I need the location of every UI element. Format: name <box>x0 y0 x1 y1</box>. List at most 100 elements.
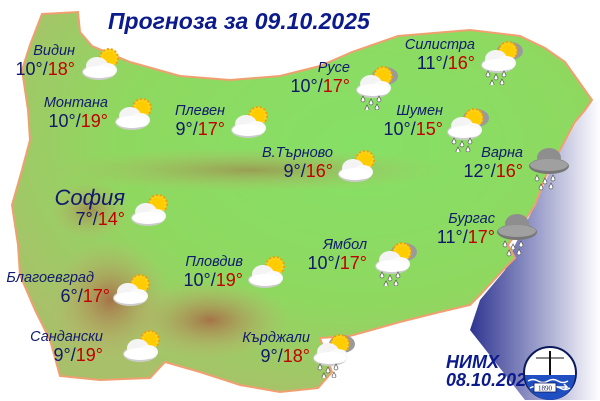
city-name: Плевен <box>174 103 225 119</box>
city-burgas: Бургас 11°/17° <box>437 212 495 246</box>
city-temps: 10°/18° <box>15 58 75 79</box>
cloud-icon <box>131 203 166 226</box>
max-temp: 19° <box>215 269 243 290</box>
partly-cloudy-rain-icon <box>476 37 524 87</box>
vitosha <box>50 180 130 240</box>
city-temps: 10°/19° <box>48 110 108 131</box>
city-ruse: Русе 10°/17° <box>291 61 350 95</box>
partly-cloudy-icon <box>118 326 166 372</box>
city-name: Варна <box>481 145 523 161</box>
city-name: Кърджали <box>242 330 310 346</box>
min-temp: 9° <box>283 160 301 181</box>
partly-cloudy-icon <box>243 252 291 298</box>
city-name: Монтана <box>43 95 108 111</box>
max-temp: 19° <box>80 110 108 131</box>
min-temp: 11° <box>416 52 443 73</box>
city-veliko-tarnovo: В.Търново 9°/16° <box>262 146 333 180</box>
max-temp: 18° <box>282 345 310 366</box>
city-temps: 11°/16° <box>416 52 475 73</box>
cloud-icon <box>497 214 537 240</box>
partly-cloudy-icon <box>77 44 125 90</box>
max-temp: 17° <box>467 226 495 247</box>
max-temp: 16° <box>305 160 333 181</box>
city-vidin: Видин 10°/18° <box>16 44 75 78</box>
partly-cloudy-icon <box>333 146 381 192</box>
max-temp: 16° <box>447 52 475 73</box>
cloud-icon <box>375 251 410 274</box>
min-temp: 7° <box>75 209 93 229</box>
min-temp: 12° <box>463 160 491 181</box>
city-name: София <box>54 185 126 210</box>
partly-cloudy-rain-icon <box>351 62 399 112</box>
max-temp: 17° <box>322 75 350 96</box>
city-name: Ямбол <box>323 237 367 253</box>
min-temp: 9° <box>53 344 71 365</box>
cloud-icon <box>123 339 158 362</box>
cloud-icon <box>113 283 148 306</box>
cloud-icon <box>231 115 266 138</box>
city-temps: 12°/16° <box>463 160 523 181</box>
min-temp: 10° <box>307 252 335 273</box>
city-montana: Монтана 10°/19° <box>44 96 108 130</box>
max-temp: 17° <box>197 118 225 139</box>
city-temps: 10°/19° <box>183 269 243 290</box>
city-temps: 10°/15° <box>383 118 443 139</box>
cloud-icon <box>82 57 117 80</box>
min-temp: 10° <box>183 269 211 290</box>
city-temps: 9°/18° <box>260 345 310 366</box>
partly-cloudy-rain-icon <box>308 330 356 380</box>
cloud-icon <box>529 148 569 174</box>
cloud-rain-icon <box>493 210 541 257</box>
city-temps: 7°/14° <box>75 209 125 229</box>
partly-cloudy-icon <box>110 94 158 140</box>
rain-drops-icon <box>485 70 507 87</box>
cloud-icon <box>313 343 348 366</box>
forecast-title: Прогноза за 09.10.2025 <box>108 8 370 34</box>
city-name: Бургас <box>448 211 495 227</box>
partly-cloudy-icon <box>108 270 156 316</box>
rain-drops-icon <box>360 95 382 112</box>
partly-cloudy-icon <box>126 190 174 236</box>
min-temp: 10° <box>383 118 411 139</box>
city-plovdiv: Пловдив 10°/19° <box>184 255 243 289</box>
city-name: Благоевград <box>6 270 94 286</box>
rhodopes <box>130 280 290 360</box>
city-name: Силистра <box>404 37 475 53</box>
max-temp: 15° <box>415 118 443 139</box>
city-temps: 9°/17° <box>175 118 225 139</box>
rain-drops-icon <box>534 174 556 191</box>
city-pleven: Плевен 9°/17° <box>175 104 225 138</box>
cloud-icon <box>248 265 283 288</box>
black-sea <box>470 100 600 400</box>
city-temps: 10°/17° <box>307 252 367 273</box>
city-sofia: София 7°/14° <box>54 185 126 229</box>
rain-drops-icon <box>317 363 339 380</box>
cloud-icon <box>356 75 391 98</box>
partly-cloudy-icon <box>226 102 274 148</box>
city-silistra: Силистра 11°/16° <box>405 38 475 72</box>
city-name: В.Търново <box>262 145 333 161</box>
city-sandanski: Сандански 9°/19° <box>30 330 103 364</box>
city-name: Шумен <box>396 103 443 119</box>
partly-cloudy-rain-icon <box>442 104 490 154</box>
cloud-icon <box>338 159 373 182</box>
max-temp: 17° <box>339 252 367 273</box>
cloud-icon <box>481 50 516 73</box>
min-temp: 10° <box>290 75 318 96</box>
city-varna: Варна 12°/16° <box>464 146 523 180</box>
city-temps: 6°/17° <box>60 285 110 306</box>
max-temp: 18° <box>47 58 75 79</box>
city-yambol: Ямбол 10°/17° <box>308 238 367 272</box>
cloud-rain-icon <box>525 144 573 191</box>
city-name: Пловдив <box>185 254 243 270</box>
min-temp: 9° <box>260 345 278 366</box>
rain-drops-icon <box>379 271 401 288</box>
logo-year: 1890 <box>538 385 553 393</box>
city-kardzhali: Кърджали 9°/18° <box>242 331 310 365</box>
rain-drops-icon <box>451 137 473 154</box>
min-temp: 6° <box>60 285 78 306</box>
city-name: Русе <box>317 60 350 76</box>
agency-name: НИМХ <box>446 352 499 372</box>
city-name: Видин <box>33 43 75 59</box>
city-temps: 11°/17° <box>436 226 495 247</box>
